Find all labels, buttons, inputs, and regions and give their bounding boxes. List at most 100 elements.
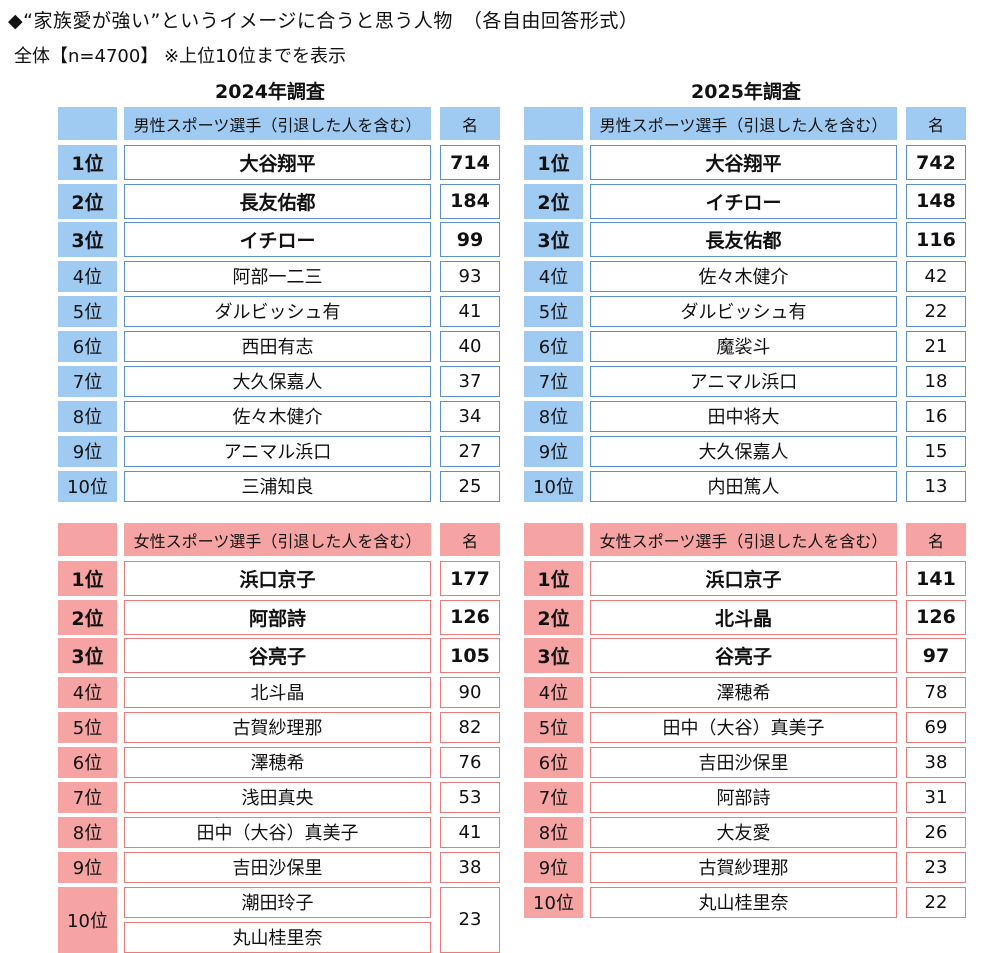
header-rank-cell <box>524 107 583 140</box>
count-value: 22 <box>906 886 966 918</box>
player-name: 北斗晶 <box>124 676 431 708</box>
rank-label: 8位 <box>524 816 583 848</box>
player-name: 潮田玲子 <box>124 886 431 918</box>
year-label-2024: 2024年調査 <box>215 81 325 103</box>
player-name: 長友佑都 <box>590 222 897 257</box>
count-value: 23 <box>906 851 966 883</box>
rank-label: 3位 <box>524 222 583 257</box>
count-value: 38 <box>906 746 966 778</box>
count-value: 41 <box>440 295 500 327</box>
rank-label: 3位 <box>524 638 583 673</box>
player-name: 阿部詩 <box>590 781 897 813</box>
count-value: 22 <box>906 295 966 327</box>
count-value: 148 <box>906 183 966 219</box>
rank-label: 5位 <box>58 711 117 743</box>
rank-label: 2位 <box>58 599 117 635</box>
player-name: イチロー <box>590 183 897 219</box>
player-name: 大久保嘉人 <box>124 365 431 397</box>
player-name: 丸山桂里奈 <box>590 886 897 918</box>
player-name: 阿部一二三 <box>124 260 431 292</box>
player-name: 丸山桂里奈 <box>124 921 431 953</box>
rank-label: 4位 <box>524 260 583 292</box>
count-value: 42 <box>906 260 966 292</box>
count-value: 13 <box>906 470 966 502</box>
player-name: 西田有志 <box>124 330 431 362</box>
rank-label: 8位 <box>58 816 117 848</box>
count-value: 184 <box>440 183 500 219</box>
player-name: 魔裟斗 <box>590 330 897 362</box>
header-unit: 名 <box>906 523 966 556</box>
player-name: 田中（大谷）真美子 <box>124 816 431 848</box>
player-name: 吉田沙保里 <box>124 851 431 883</box>
player-name: 佐々木健介 <box>590 260 897 292</box>
rank-label: 10位 <box>524 470 583 502</box>
count-value: 26 <box>906 816 966 848</box>
player-name: 大谷翔平 <box>124 145 431 180</box>
rank-label: 2位 <box>524 183 583 219</box>
count-value: 90 <box>440 676 500 708</box>
rank-label: 9位 <box>524 851 583 883</box>
count-value: 105 <box>440 638 500 673</box>
player-name: 浜口京子 <box>124 561 431 596</box>
page-title: ◆“家族愛が強い”というイメージに合うと思う人物 （各自由回答形式） <box>8 10 639 32</box>
header-category: 男性スポーツ選手（引退した人を含む） <box>124 107 431 140</box>
rank-label: 4位 <box>58 260 117 292</box>
rank-label: 5位 <box>524 711 583 743</box>
player-name: 浅田真央 <box>124 781 431 813</box>
header-unit: 名 <box>440 523 500 556</box>
count-value: 78 <box>906 676 966 708</box>
count-value: 69 <box>906 711 966 743</box>
player-name: 佐々木健介 <box>124 400 431 432</box>
count-value: 18 <box>906 365 966 397</box>
rank-label: 8位 <box>524 400 583 432</box>
count-value: 21 <box>906 330 966 362</box>
rank-label: 4位 <box>524 676 583 708</box>
player-name: 谷亮子 <box>124 638 431 673</box>
count-value: 41 <box>440 816 500 848</box>
header-category: 男性スポーツ選手（引退した人を含む） <box>590 107 897 140</box>
rank-label: 2位 <box>524 599 583 635</box>
rank-label: 6位 <box>58 746 117 778</box>
rank-label: 8位 <box>58 400 117 432</box>
count-value: 742 <box>906 145 966 180</box>
rank-label: 1位 <box>524 145 583 180</box>
player-name: アニマル浜口 <box>590 365 897 397</box>
player-name: ダルビッシュ有 <box>124 295 431 327</box>
rank-label: 7位 <box>58 781 117 813</box>
player-name: 北斗晶 <box>590 599 897 635</box>
rank-label: 1位 <box>58 145 117 180</box>
year-label-2025: 2025年調査 <box>691 81 801 103</box>
rank-label: 10位 <box>524 886 583 918</box>
rank-label: 5位 <box>58 295 117 327</box>
count-value: 177 <box>440 561 500 596</box>
rank-label: 3位 <box>58 222 117 257</box>
count-value: 126 <box>440 599 500 635</box>
count-value: 40 <box>440 330 500 362</box>
rank-label: 6位 <box>58 330 117 362</box>
count-value: 34 <box>440 400 500 432</box>
player-name: 田中将大 <box>590 400 897 432</box>
header-rank-cell <box>524 523 583 556</box>
count-value: 93 <box>440 260 500 292</box>
count-value: 126 <box>906 599 966 635</box>
header-category: 女性スポーツ選手（引退した人を含む） <box>590 523 897 556</box>
player-name: 阿部詩 <box>124 599 431 635</box>
count-value: 76 <box>440 746 500 778</box>
page-subtitle: 全体【n=4700】 ※上位10位までを表示 <box>14 46 347 67</box>
player-name: 浜口京子 <box>590 561 897 596</box>
count-value: 15 <box>906 435 966 467</box>
count-value: 38 <box>440 851 500 883</box>
count-value: 31 <box>906 781 966 813</box>
player-name: 谷亮子 <box>590 638 897 673</box>
rank-label: 6位 <box>524 330 583 362</box>
player-name: 三浦知良 <box>124 470 431 502</box>
rank-label: 9位 <box>58 435 117 467</box>
rank-label: 10位 <box>58 886 117 953</box>
rank-label: 7位 <box>524 365 583 397</box>
count-value: 27 <box>440 435 500 467</box>
rank-label: 5位 <box>524 295 583 327</box>
header-rank-cell <box>58 107 117 140</box>
rank-label: 9位 <box>524 435 583 467</box>
player-name: 内田篤人 <box>590 470 897 502</box>
player-name: 澤穂希 <box>590 676 897 708</box>
